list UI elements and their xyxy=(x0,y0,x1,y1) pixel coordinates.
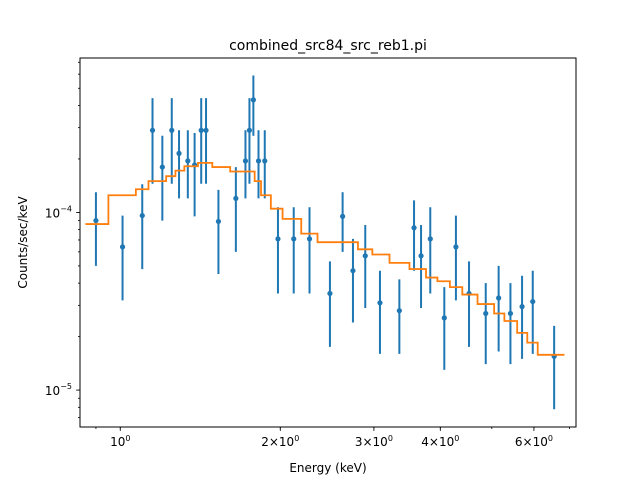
data-point xyxy=(291,236,297,242)
data-point xyxy=(255,158,262,164)
data-point xyxy=(176,150,182,156)
data-point xyxy=(453,244,459,250)
data-point xyxy=(169,127,175,133)
data-point xyxy=(362,253,368,259)
data-point xyxy=(159,164,165,170)
data-point xyxy=(233,195,239,201)
chart-title: combined_src84_src_reb1.pi xyxy=(229,38,427,54)
data-point xyxy=(215,218,222,225)
data-point xyxy=(507,310,514,317)
data-point xyxy=(242,158,249,164)
y-tick-label: 10−4 xyxy=(45,204,72,220)
data-point xyxy=(483,310,489,317)
data-point xyxy=(139,212,145,219)
data-point xyxy=(411,225,417,231)
plot-area xyxy=(85,75,565,410)
data-point xyxy=(250,97,256,103)
data-point xyxy=(93,217,99,224)
axes-frame xyxy=(79,57,577,428)
ticks: 100 2×100 3×100 4×100 6×100 10−5 10−4 xyxy=(45,61,570,449)
data-point xyxy=(119,244,126,250)
data-point xyxy=(418,253,424,259)
data-point xyxy=(203,127,209,133)
data-point xyxy=(198,127,204,133)
data-layer xyxy=(93,75,557,410)
data-point xyxy=(530,298,536,305)
x-tick-label: 3×100 xyxy=(355,434,393,449)
x-tick-label: 6×100 xyxy=(515,434,553,449)
data-point xyxy=(149,127,156,133)
y-axis-label: Counts/sec/keV xyxy=(16,196,30,289)
x-tick-label: 100 xyxy=(110,434,130,449)
x-tick-label: 4×100 xyxy=(421,434,459,449)
data-point xyxy=(396,308,402,314)
data-point xyxy=(340,213,346,219)
data-point xyxy=(496,295,502,301)
data-point xyxy=(262,158,268,164)
data-point xyxy=(327,290,333,297)
data-point xyxy=(519,304,525,310)
data-point xyxy=(306,236,313,242)
data-point xyxy=(441,315,447,321)
model-step-line xyxy=(85,162,565,356)
data-point xyxy=(185,158,191,164)
data-point xyxy=(427,236,433,242)
x-axis-label: Energy (keV) xyxy=(289,461,366,475)
model-layer xyxy=(85,162,565,356)
data-point xyxy=(246,127,253,133)
y-tick-label: 10−5 xyxy=(45,382,72,398)
data-point xyxy=(350,268,356,274)
data-point xyxy=(377,300,383,306)
x-tick-label: 2×100 xyxy=(261,434,299,449)
data-point xyxy=(275,236,281,242)
axes-layer xyxy=(79,57,577,428)
